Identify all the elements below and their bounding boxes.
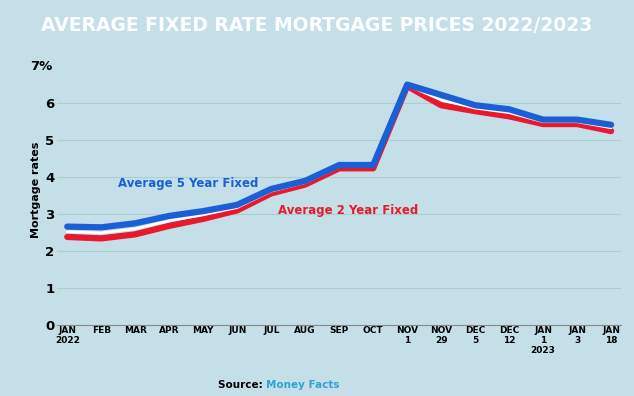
Text: 7%: 7% xyxy=(30,60,52,73)
Text: Average 2 Year Fixed: Average 2 Year Fixed xyxy=(278,204,418,217)
Text: Source:: Source: xyxy=(218,380,266,390)
Y-axis label: Mortgage rates: Mortgage rates xyxy=(31,142,41,238)
Text: Average 5 Year Fixed: Average 5 Year Fixed xyxy=(119,177,259,190)
Text: AVERAGE FIXED RATE MORTGAGE PRICES 2022/2023: AVERAGE FIXED RATE MORTGAGE PRICES 2022/… xyxy=(41,16,593,35)
Text: Money Facts: Money Facts xyxy=(266,380,340,390)
